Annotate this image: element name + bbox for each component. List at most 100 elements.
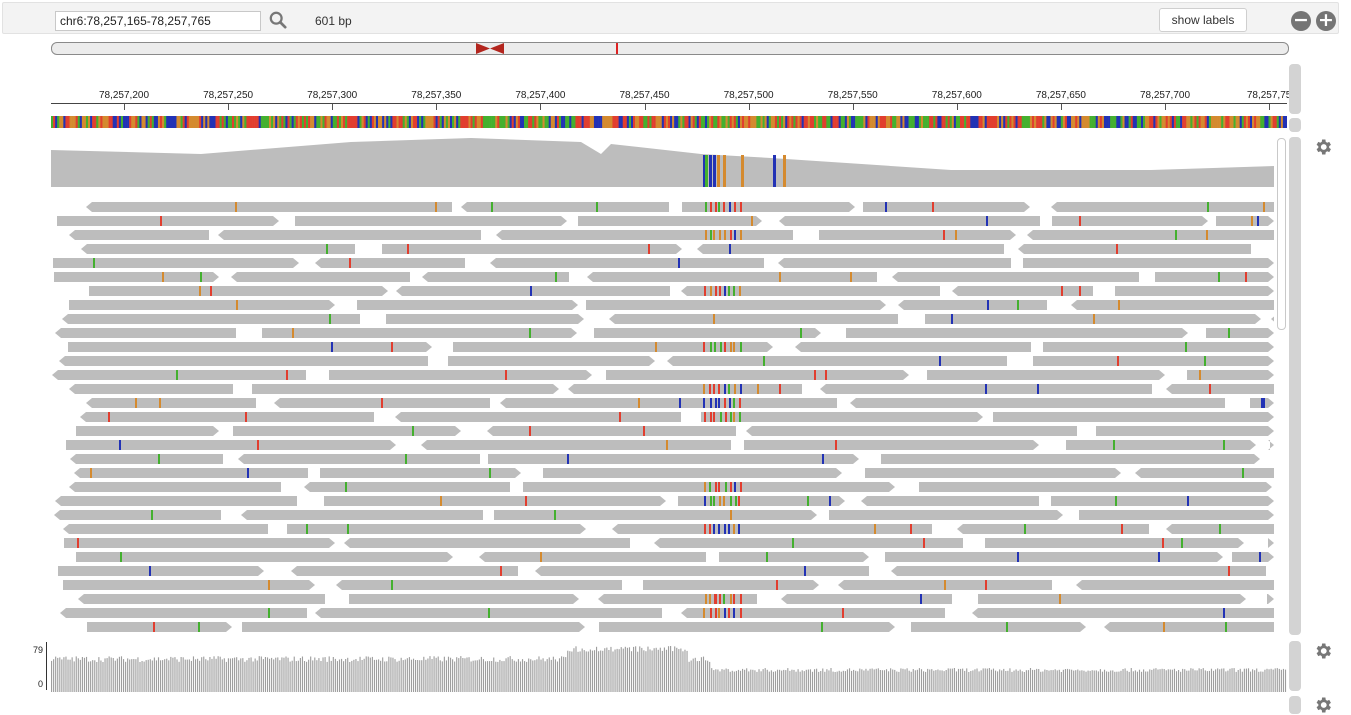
read[interactable]: [598, 594, 757, 604]
read[interactable]: [69, 300, 335, 310]
read[interactable]: [315, 258, 465, 268]
read[interactable]: [57, 216, 279, 226]
read[interactable]: [781, 594, 952, 604]
zoom-out-button[interactable]: −: [1291, 11, 1311, 31]
read[interactable]: [70, 454, 223, 464]
read[interactable]: [654, 538, 963, 548]
read[interactable]: [697, 244, 1004, 254]
read[interactable]: [262, 328, 577, 338]
gear-icon[interactable]: [1313, 695, 1333, 715]
read[interactable]: [63, 524, 268, 534]
read[interactable]: [578, 216, 762, 226]
ruler-track-drag-handle[interactable]: [1289, 64, 1301, 114]
zoom-in-button[interactable]: +: [1316, 11, 1336, 31]
read[interactable]: [972, 608, 1274, 618]
read[interactable]: [643, 580, 819, 590]
chromosome-ideogram[interactable]: [51, 42, 1289, 55]
read[interactable]: [396, 286, 670, 296]
read[interactable]: [1268, 538, 1274, 548]
read[interactable]: [242, 622, 585, 632]
read[interactable]: [60, 608, 307, 618]
read[interactable]: [865, 468, 1121, 478]
read[interactable]: [881, 454, 1260, 464]
read[interactable]: [252, 384, 559, 394]
read[interactable]: [488, 454, 859, 464]
read[interactable]: [568, 384, 802, 394]
read[interactable]: [1027, 230, 1274, 240]
read[interactable]: [490, 258, 764, 268]
read[interactable]: [54, 272, 219, 282]
read[interactable]: [287, 524, 586, 534]
read[interactable]: [320, 468, 521, 478]
read[interactable]: [1033, 356, 1274, 366]
read[interactable]: [911, 622, 1086, 632]
read[interactable]: [543, 468, 842, 478]
read[interactable]: [344, 538, 630, 548]
read[interactable]: [850, 398, 1225, 408]
read[interactable]: [1079, 510, 1274, 520]
read[interactable]: [744, 440, 1039, 450]
locus-search-input[interactable]: [55, 11, 261, 31]
read[interactable]: [58, 566, 264, 576]
gear-icon[interactable]: [1313, 137, 1333, 157]
read[interactable]: [453, 342, 773, 352]
read[interactable]: [535, 566, 869, 576]
read[interactable]: [81, 244, 355, 254]
read[interactable]: [55, 496, 297, 506]
read[interactable]: [86, 398, 256, 408]
read[interactable]: [1052, 216, 1208, 226]
read[interactable]: [395, 412, 681, 422]
read[interactable]: [238, 454, 480, 464]
read[interactable]: [63, 580, 315, 590]
alignment-scrollbar[interactable]: [1277, 138, 1286, 330]
read[interactable]: [479, 552, 706, 562]
read[interactable]: [993, 412, 1274, 422]
read[interactable]: [76, 552, 453, 562]
read[interactable]: [80, 412, 374, 422]
read[interactable]: [746, 426, 1077, 436]
read[interactable]: [885, 552, 1223, 562]
read[interactable]: [1071, 300, 1274, 310]
read[interactable]: [819, 230, 1016, 240]
read[interactable]: [606, 370, 909, 380]
read[interactable]: [719, 552, 869, 562]
read[interactable]: [54, 510, 221, 520]
read[interactable]: [494, 510, 817, 520]
read[interactable]: [461, 202, 669, 212]
read[interactable]: [87, 622, 232, 632]
read[interactable]: [952, 286, 1093, 296]
read[interactable]: [241, 510, 483, 520]
sequence-track-drag-handle[interactable]: [1289, 118, 1301, 132]
read[interactable]: [76, 426, 219, 436]
read[interactable]: [1051, 202, 1274, 212]
read[interactable]: [487, 426, 736, 436]
read[interactable]: [231, 272, 410, 282]
read[interactable]: [1018, 244, 1251, 254]
read[interactable]: [898, 300, 1047, 310]
read[interactable]: [863, 202, 1030, 212]
read[interactable]: [1216, 216, 1274, 226]
read[interactable]: [1096, 426, 1274, 436]
read[interactable]: [678, 496, 845, 506]
read[interactable]: [1187, 370, 1274, 380]
read[interactable]: [59, 356, 428, 366]
read[interactable]: [55, 328, 236, 338]
read[interactable]: [349, 594, 579, 604]
read[interactable]: [587, 272, 877, 282]
read[interactable]: [1066, 440, 1256, 450]
read[interactable]: [69, 384, 233, 394]
read[interactable]: [233, 426, 461, 436]
read[interactable]: [1206, 328, 1274, 338]
read[interactable]: [1232, 552, 1274, 562]
read[interactable]: [1271, 314, 1274, 324]
read[interactable]: [1268, 440, 1274, 450]
read[interactable]: [1155, 272, 1274, 282]
read[interactable]: [329, 370, 592, 380]
read[interactable]: [861, 496, 1039, 506]
coverage-track-drag-handle[interactable]: [1289, 641, 1301, 691]
read[interactable]: [892, 272, 1139, 282]
read[interactable]: [779, 216, 1040, 226]
read[interactable]: [324, 496, 666, 506]
read[interactable]: [357, 300, 578, 310]
read[interactable]: [1043, 342, 1274, 352]
